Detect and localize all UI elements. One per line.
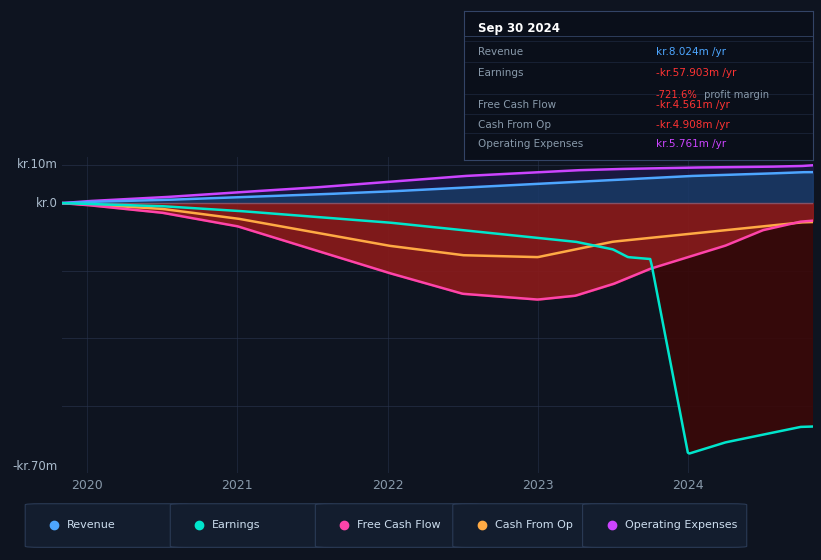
Text: Free Cash Flow: Free Cash Flow — [478, 100, 556, 110]
Text: kr.5.761m /yr: kr.5.761m /yr — [656, 139, 726, 149]
Text: Operating Expenses: Operating Expenses — [478, 139, 583, 149]
FancyBboxPatch shape — [583, 504, 747, 547]
Text: kr.8.024m /yr: kr.8.024m /yr — [656, 47, 726, 57]
FancyBboxPatch shape — [315, 504, 479, 547]
Text: Earnings: Earnings — [213, 520, 261, 530]
Text: -kr.70m: -kr.70m — [12, 460, 57, 473]
Text: -kr.57.903m /yr: -kr.57.903m /yr — [656, 68, 736, 78]
Text: Cash From Op: Cash From Op — [495, 520, 573, 530]
Text: Free Cash Flow: Free Cash Flow — [357, 520, 441, 530]
Text: Revenue: Revenue — [67, 520, 116, 530]
Text: profit margin: profit margin — [701, 90, 769, 100]
Text: -721.6%: -721.6% — [656, 90, 698, 100]
Text: Sep 30 2024: Sep 30 2024 — [478, 22, 560, 35]
Text: Cash From Op: Cash From Op — [478, 119, 551, 129]
FancyBboxPatch shape — [453, 504, 617, 547]
Text: -kr.4.561m /yr: -kr.4.561m /yr — [656, 100, 730, 110]
FancyBboxPatch shape — [170, 504, 334, 547]
Text: Operating Expenses: Operating Expenses — [625, 520, 737, 530]
Text: kr.10m: kr.10m — [17, 158, 57, 171]
Text: -kr.4.908m /yr: -kr.4.908m /yr — [656, 119, 730, 129]
Text: kr.0: kr.0 — [36, 197, 57, 209]
Text: Earnings: Earnings — [478, 68, 523, 78]
FancyBboxPatch shape — [25, 504, 190, 547]
Text: Revenue: Revenue — [478, 47, 523, 57]
